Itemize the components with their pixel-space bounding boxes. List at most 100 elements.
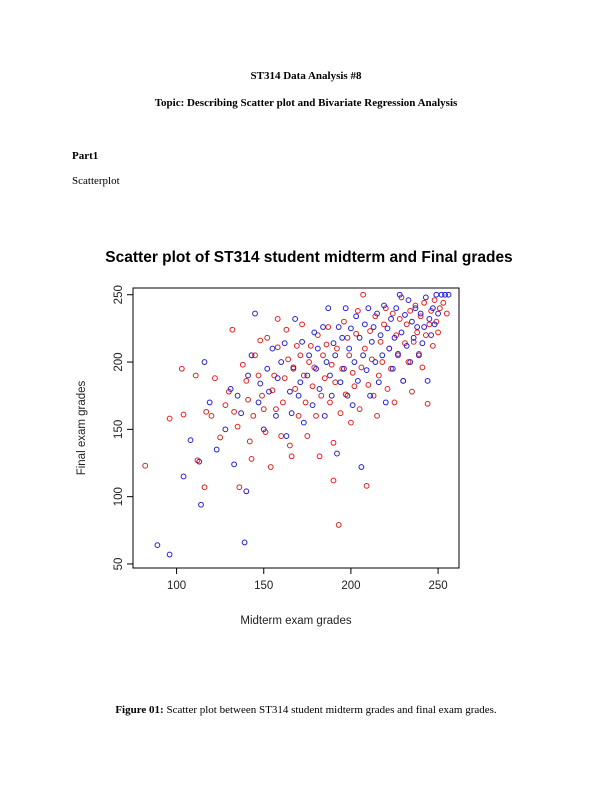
data-point — [187, 437, 194, 444]
data-point — [280, 399, 286, 406]
data-point — [255, 372, 262, 379]
data-point — [374, 412, 380, 419]
x-axis: 100 150 200 250 — [167, 568, 448, 592]
data-point — [389, 365, 396, 372]
data-point — [363, 367, 370, 374]
data-point — [142, 462, 149, 469]
data-point — [354, 377, 361, 384]
data-point — [243, 377, 250, 384]
data-point — [381, 321, 387, 328]
data-point — [339, 365, 346, 372]
data-point — [293, 342, 300, 349]
data-point — [421, 324, 428, 330]
data-point — [252, 310, 258, 317]
data-point — [260, 426, 267, 433]
data-point — [288, 410, 295, 417]
data-point — [295, 392, 302, 399]
data-point — [442, 291, 448, 298]
data-point — [330, 439, 337, 446]
data-point — [349, 369, 356, 376]
data-point — [379, 352, 386, 359]
data-point — [417, 310, 424, 317]
data-point — [386, 345, 393, 352]
data-point — [421, 299, 428, 306]
data-point — [344, 392, 351, 399]
data-point — [389, 310, 396, 317]
data-point — [248, 352, 255, 359]
data-point — [422, 332, 429, 339]
data-point — [311, 329, 318, 336]
data-point — [414, 324, 421, 330]
data-point — [353, 313, 360, 320]
data-point — [283, 433, 290, 439]
data-point — [330, 340, 337, 347]
data-point — [231, 408, 238, 415]
data-point — [306, 359, 312, 365]
data-point — [238, 410, 244, 417]
data-point — [286, 388, 293, 395]
data-point — [290, 364, 297, 371]
data-point — [426, 316, 433, 322]
x-tick-label: 150 — [254, 580, 273, 592]
data-point — [368, 356, 375, 363]
data-point — [309, 402, 316, 409]
data-point — [292, 316, 299, 322]
data-point — [354, 307, 361, 314]
data-point — [381, 302, 387, 309]
data-point — [377, 338, 384, 345]
data-point — [274, 316, 281, 322]
data-point — [154, 542, 161, 549]
section-heading: Part1 — [72, 150, 99, 162]
data-point — [400, 377, 407, 384]
data-point — [208, 412, 215, 419]
data-point — [278, 359, 285, 365]
data-point — [328, 392, 335, 399]
data-point — [356, 406, 363, 413]
data-point — [243, 488, 250, 495]
y-tick-label: 200 — [113, 352, 125, 371]
data-point — [335, 324, 342, 330]
data-points — [142, 291, 452, 558]
data-point — [407, 307, 414, 314]
data-point — [198, 501, 204, 508]
data-point — [201, 484, 208, 491]
data-point — [375, 372, 382, 379]
data-point — [260, 406, 267, 413]
data-point — [416, 352, 422, 359]
data-point — [316, 453, 323, 460]
y-tick-label: 100 — [113, 487, 125, 506]
data-point — [325, 324, 332, 330]
x-tick-label: 100 — [167, 580, 186, 592]
data-point — [410, 338, 417, 345]
data-point — [302, 399, 309, 406]
data-point — [346, 345, 353, 352]
caption-text: Scatter plot between ST314 student midte… — [166, 704, 497, 716]
data-point — [178, 365, 185, 372]
data-point — [248, 456, 255, 462]
data-point — [431, 321, 438, 328]
data-point — [358, 364, 365, 371]
data-point — [320, 324, 326, 330]
data-point — [407, 359, 414, 365]
data-point — [201, 359, 208, 365]
data-point — [297, 352, 304, 359]
data-point — [391, 334, 398, 341]
data-point — [203, 408, 210, 415]
data-point — [264, 365, 271, 372]
data-point — [388, 365, 394, 372]
data-point — [391, 399, 398, 406]
data-point — [309, 383, 316, 390]
data-point — [292, 386, 299, 392]
data-point — [257, 380, 264, 387]
data-point — [433, 291, 440, 298]
data-point — [250, 412, 257, 419]
data-point — [283, 326, 290, 333]
data-point — [353, 330, 360, 337]
data-point — [231, 461, 238, 468]
data-point — [234, 392, 241, 399]
data-point — [388, 316, 394, 322]
data-point — [344, 334, 351, 341]
data-point — [368, 338, 375, 345]
data-point — [403, 321, 410, 328]
data-point — [436, 305, 443, 312]
